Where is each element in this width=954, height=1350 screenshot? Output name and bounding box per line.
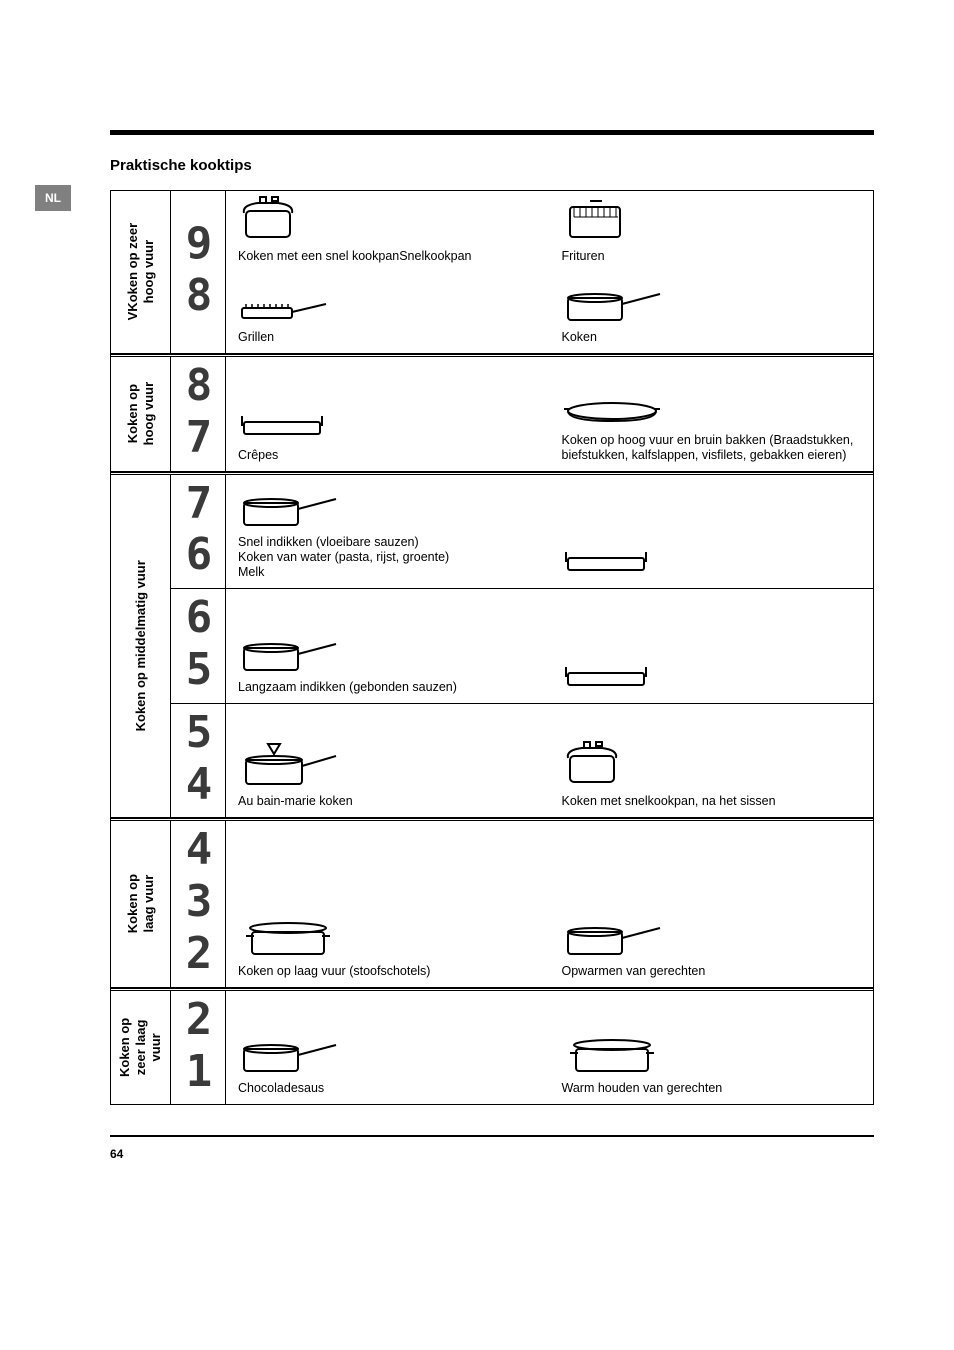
- level-digits: 87: [171, 357, 226, 471]
- table-subrow: 432 Koken op laag vuur (stoofschotels) Opw…: [171, 821, 873, 986]
- category-label: Koken oplaag vuur: [125, 874, 156, 933]
- cell-caption: Koken met een snel kookpanSnelkookpan: [238, 249, 542, 264]
- table-section: Koken oplaag vuur 432 Koken op laag vuur (…: [111, 818, 873, 987]
- flat-pan-icon: [562, 649, 866, 693]
- table-section: VKoken op zeerhoog vuur 98 Koken met een s…: [111, 191, 873, 354]
- grill-pan-icon: [238, 280, 542, 324]
- flat-pan-icon: [238, 398, 542, 442]
- saucepan-icon: [238, 485, 542, 529]
- table-section: Koken op middelmatig vuur 76 Snel indikken…: [111, 472, 873, 819]
- level-digits: 76: [171, 475, 226, 589]
- cell-caption: Opwarmen van gerechten: [562, 964, 866, 979]
- level-digits: 98: [171, 191, 226, 353]
- cell-caption: Chocoladesaus: [238, 1081, 542, 1096]
- cell-caption: Koken op laag vuur (stoofschotels): [238, 964, 542, 979]
- category-label: Koken op middelmatig vuur: [133, 560, 149, 731]
- category-cell: VKoken op zeerhoog vuur: [111, 191, 171, 353]
- cell-caption: Koken op hoog vuur en bruin bakken (Braa…: [562, 433, 866, 463]
- cell-caption: Grillen: [238, 330, 542, 345]
- saucepan-icon: [238, 630, 542, 674]
- cell-caption: Langzaam indikken (gebonden sauzen): [238, 680, 542, 695]
- cell-caption: Snel indikken (vloeibare sauzen)Koken va…: [238, 535, 542, 580]
- cell-caption: Crêpes: [238, 448, 542, 463]
- page-title: Praktische kooktips: [110, 157, 874, 174]
- content-cell: Koken: [550, 272, 874, 353]
- casserole-icon: [238, 914, 542, 958]
- content-cell: [550, 475, 874, 589]
- category-label: Koken ophoog vuur: [125, 382, 156, 446]
- level-digits: 54: [171, 704, 226, 818]
- level-digits: 432: [171, 821, 226, 986]
- content-cell: Au bain-marie koken: [226, 704, 550, 818]
- table-subrow: 76 Snel indikken (vloeibare sauzen)Koken …: [171, 475, 873, 590]
- bain-marie-icon: [238, 744, 542, 788]
- content-cell: [550, 589, 874, 703]
- content-cell: Koken op hoog vuur en bruin bakken (Braa…: [550, 357, 874, 471]
- category-cell: Koken oplaag vuur: [111, 821, 171, 986]
- saucepan-icon: [562, 914, 866, 958]
- content-cell: Koken op laag vuur (stoofschotels): [226, 821, 550, 986]
- content-cell: Opwarmen van gerechten: [550, 821, 874, 986]
- table-subrow: 54 Au bain-marie koken Koken met snelkookp…: [171, 704, 873, 818]
- content-cell: Grillen: [226, 272, 550, 353]
- language-tab: NL: [35, 185, 71, 211]
- content-cell: Warm houden van gerechten: [550, 991, 874, 1105]
- cell-caption: Koken met snelkookpan, na het sissen: [562, 794, 866, 809]
- table-section: Koken opzeer laagvuur21 Chocoladesaus Warm…: [111, 988, 873, 1105]
- saucepan-icon: [562, 280, 866, 324]
- category-cell: Koken op middelmatig vuur: [111, 475, 171, 818]
- table-subrow: 65 Langzaam indikken (gebonden sauzen): [171, 589, 873, 704]
- table-section: Koken ophoog vuur 87 Crêpes Koken op hoog v…: [111, 354, 873, 472]
- fryer-icon: [562, 199, 866, 243]
- pressure-pot-icon: [562, 744, 866, 788]
- content-cell: Snel indikken (vloeibare sauzen)Koken va…: [226, 475, 550, 589]
- category-cell: Koken ophoog vuur: [111, 357, 171, 471]
- content-cell: Frituren: [550, 191, 874, 272]
- cell-caption: Frituren: [562, 249, 866, 264]
- table-subrow: 21 Chocoladesaus Warm houden van gerechten: [171, 991, 873, 1105]
- oval-pan-icon: [562, 383, 866, 427]
- pressure-pot-icon: [238, 199, 542, 243]
- category-label: VKoken op zeerhoog vuur: [125, 223, 156, 321]
- top-rule: [110, 130, 874, 135]
- content-cell: Crêpes: [226, 357, 550, 471]
- category-label: Koken opzeer laagvuur: [117, 1018, 164, 1077]
- cell-caption: Warm houden van gerechten: [562, 1081, 866, 1096]
- table-subrow: 98 Koken met een snel kookpanSnelkookpan F…: [171, 191, 873, 353]
- content-cell: Langzaam indikken (gebonden sauzen): [226, 589, 550, 703]
- table-subrow: 87 Crêpes Koken op hoog vuur en bruin bakk…: [171, 357, 873, 471]
- flat-pan-icon: [562, 534, 866, 578]
- bottom-rule: [110, 1135, 874, 1137]
- level-digits: 21: [171, 991, 226, 1105]
- content-cell: Chocoladesaus: [226, 991, 550, 1105]
- cell-caption: Au bain-marie koken: [238, 794, 542, 809]
- category-cell: Koken opzeer laagvuur: [111, 991, 171, 1105]
- cell-caption: Koken: [562, 330, 866, 345]
- content-cell: Koken met een snel kookpanSnelkookpan: [226, 191, 550, 272]
- level-digits: 65: [171, 589, 226, 703]
- cooking-tips-table: VKoken op zeerhoog vuur 98 Koken met een s…: [110, 190, 874, 1105]
- content-cell: Koken met snelkookpan, na het sissen: [550, 704, 874, 818]
- casserole-icon: [562, 1031, 866, 1075]
- page-number: 64: [110, 1147, 874, 1161]
- saucepan-icon: [238, 1031, 542, 1075]
